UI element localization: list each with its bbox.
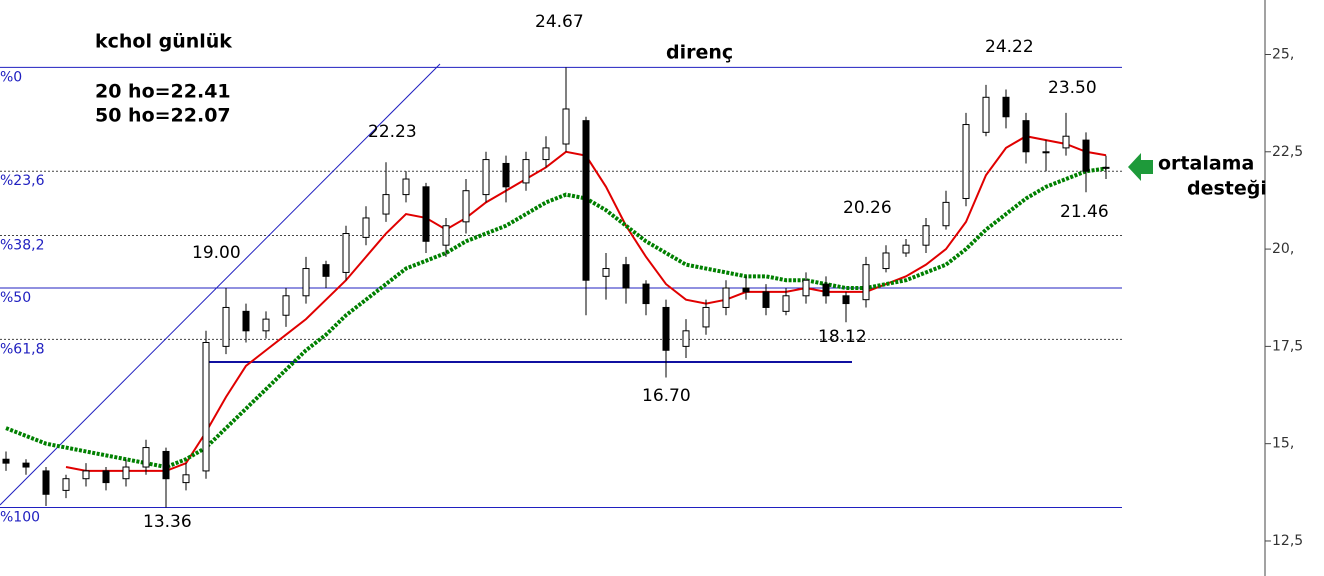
price-label: 13.36 — [143, 512, 192, 532]
candle-body — [882, 252, 890, 270]
ma-line — [5, 166, 1107, 470]
price-label: 22.23 — [368, 122, 417, 142]
candle-body — [1042, 151, 1050, 154]
fib-label: %100 — [0, 510, 40, 526]
price-label: 16.70 — [642, 386, 691, 406]
candle-body — [582, 120, 590, 281]
candle-body — [42, 470, 50, 495]
candle-body — [1062, 135, 1070, 149]
candle-body — [642, 283, 650, 305]
candle-body — [542, 147, 550, 161]
price-label: 21.46 — [1060, 202, 1109, 222]
candle-body — [942, 201, 950, 227]
fib-label: %61,8 — [0, 341, 44, 357]
candle-body — [822, 283, 830, 297]
candle-body — [1082, 139, 1090, 172]
note: 50 ho=22.07 — [95, 105, 231, 127]
candle-body — [902, 244, 910, 254]
price-label: 20.26 — [843, 198, 892, 218]
candle-body — [242, 310, 250, 332]
candle-body — [482, 159, 490, 196]
candle-body — [462, 190, 470, 223]
candle-body — [702, 306, 710, 328]
candle-body — [602, 268, 610, 277]
candle-body — [1102, 166, 1110, 169]
y-tick-label: 17,5 — [1272, 338, 1303, 354]
note: ortalama — [1158, 153, 1254, 175]
candle-body — [102, 470, 110, 484]
chart-title: kchol günlük — [95, 31, 232, 53]
price-label: 19.00 — [192, 243, 241, 263]
candle-body — [422, 186, 430, 242]
candle-body — [802, 279, 810, 297]
candle-body — [842, 295, 850, 305]
y-tick-label: 20, — [1272, 241, 1294, 257]
candle-body — [182, 474, 190, 484]
fib-label: %50 — [0, 290, 31, 306]
candle-body — [402, 178, 410, 196]
fib-label: %38,2 — [0, 237, 44, 253]
candle-body — [562, 108, 570, 145]
candle-body — [922, 225, 930, 246]
candle-body — [82, 470, 90, 480]
candle-body — [862, 264, 870, 301]
candle-body — [222, 306, 230, 347]
candle-body — [502, 162, 510, 188]
price-label: 23.50 — [1048, 78, 1097, 98]
candle-body — [202, 341, 210, 472]
candle-body — [362, 217, 370, 238]
candle-body — [342, 233, 350, 273]
candle-body — [2, 458, 10, 464]
candle-body — [1002, 96, 1010, 118]
candle-body — [322, 264, 330, 277]
candle-body — [442, 225, 450, 246]
note: direnç — [666, 42, 733, 64]
price-label: 18.12 — [818, 327, 867, 347]
y-tick-label: 22,5 — [1272, 144, 1303, 160]
arrow — [1128, 153, 1153, 181]
candle-body — [22, 462, 30, 468]
y-tick-label: 25, — [1272, 46, 1294, 62]
price-label: 24.67 — [535, 12, 584, 32]
y-tick-label: 12,5 — [1272, 533, 1303, 549]
fib-label: %0 — [0, 69, 22, 85]
candle-body — [382, 194, 390, 215]
candle-body — [282, 295, 290, 316]
candle-body — [142, 447, 150, 468]
candle-body — [662, 306, 670, 351]
candle-body — [722, 287, 730, 308]
candle-body — [682, 330, 690, 347]
candle-body — [62, 478, 70, 491]
candle-body — [762, 291, 770, 308]
candle-body — [782, 295, 790, 312]
note: desteği — [1187, 178, 1267, 200]
y-tick-label: 15, — [1272, 436, 1294, 452]
candle-body — [962, 124, 970, 199]
candle-body — [622, 264, 630, 289]
fib-label: %23,6 — [0, 173, 45, 189]
candle-body — [122, 466, 130, 480]
candle-body — [302, 268, 310, 297]
price-label: 24.22 — [985, 37, 1034, 57]
candle-body — [742, 287, 750, 293]
candle-body — [262, 318, 270, 332]
trend-line — [0, 63, 441, 506]
candle-body — [982, 96, 990, 133]
candle-body — [1022, 120, 1030, 153]
note: 20 ho=22.41 — [95, 81, 231, 103]
candle-body — [162, 450, 170, 480]
candle-body — [522, 159, 530, 184]
